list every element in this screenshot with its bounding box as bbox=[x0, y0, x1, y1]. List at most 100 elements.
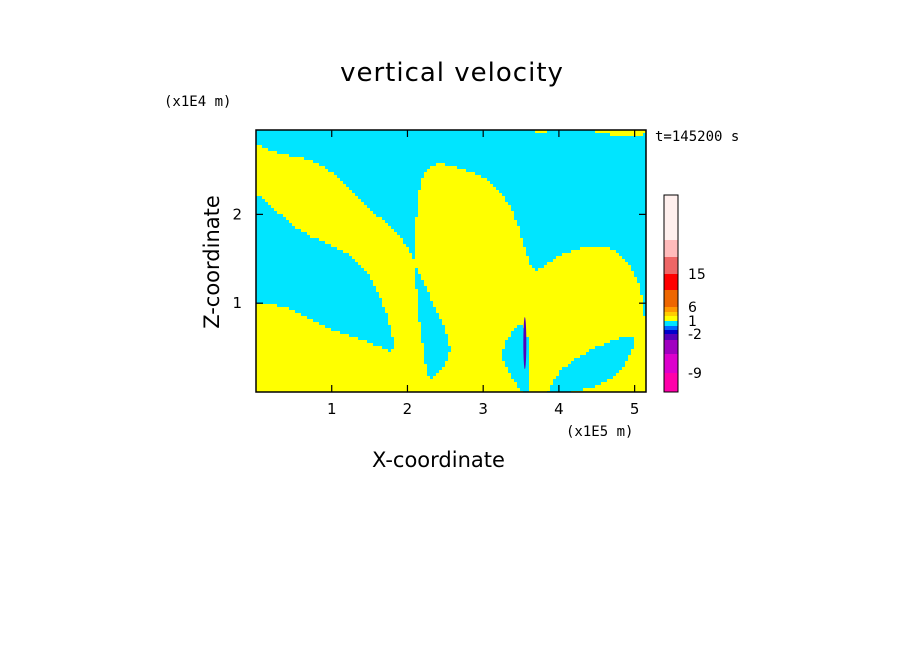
field-cell bbox=[427, 289, 640, 292]
field-cell bbox=[523, 325, 646, 328]
field-cell bbox=[427, 373, 436, 376]
field-cell bbox=[421, 334, 448, 337]
field-cell bbox=[517, 325, 523, 328]
field-cell bbox=[640, 292, 646, 295]
field-cell bbox=[508, 370, 529, 373]
field-cell bbox=[421, 322, 442, 325]
field-cell bbox=[529, 367, 562, 370]
field-cell bbox=[355, 259, 529, 262]
field-cell bbox=[256, 388, 520, 391]
field-cell bbox=[643, 304, 646, 307]
field-cell bbox=[256, 190, 352, 193]
field-cell bbox=[256, 271, 367, 274]
field-cell bbox=[256, 370, 427, 373]
field-cell bbox=[415, 286, 427, 289]
field-cell bbox=[382, 301, 418, 304]
field-cell bbox=[256, 205, 271, 208]
field-cell bbox=[544, 265, 631, 268]
colorbar-frame bbox=[663, 194, 679, 393]
field-cell bbox=[427, 169, 466, 172]
field-cell bbox=[475, 172, 646, 175]
field-cell bbox=[364, 268, 415, 271]
field-cell bbox=[349, 253, 412, 256]
field-cell bbox=[529, 355, 580, 358]
field-cell bbox=[430, 376, 433, 379]
field-cell bbox=[256, 322, 319, 325]
field-cell bbox=[379, 292, 418, 295]
field-cell bbox=[445, 163, 646, 166]
field-cell bbox=[256, 199, 265, 202]
field-cell bbox=[256, 178, 340, 181]
field-cell bbox=[436, 310, 643, 313]
field-cell bbox=[256, 298, 382, 301]
field-cell bbox=[418, 307, 436, 310]
chart-title: vertical velocity bbox=[340, 58, 564, 88]
field-cell bbox=[625, 361, 646, 364]
field-cell bbox=[643, 301, 646, 304]
field-cell bbox=[358, 196, 418, 199]
field-cell bbox=[256, 145, 262, 148]
field-cell bbox=[418, 295, 430, 298]
field-cell bbox=[619, 370, 646, 373]
field-cell bbox=[352, 190, 418, 193]
field-cell bbox=[424, 280, 637, 283]
field-cell bbox=[274, 208, 370, 211]
field-cell bbox=[256, 160, 313, 163]
field-cell bbox=[607, 379, 646, 382]
y-axis-label: Z-coordinate bbox=[200, 195, 224, 329]
field-cell bbox=[418, 298, 430, 301]
colorbar-label: 15 bbox=[688, 267, 706, 283]
field-cell bbox=[388, 319, 418, 322]
field-cell bbox=[529, 340, 610, 343]
field-cell bbox=[406, 244, 415, 247]
field-cell bbox=[436, 163, 445, 166]
colorbar-band bbox=[664, 373, 678, 392]
field-cell bbox=[409, 247, 415, 250]
field-cell bbox=[370, 208, 418, 211]
field-cell bbox=[256, 151, 277, 154]
field-cell bbox=[256, 379, 514, 382]
field-cell bbox=[529, 376, 556, 379]
field-cell bbox=[433, 376, 511, 379]
field-cell bbox=[256, 220, 289, 223]
field-cell bbox=[340, 178, 421, 181]
field-cell bbox=[256, 166, 325, 169]
field-cell bbox=[361, 265, 532, 268]
field-cell bbox=[619, 337, 634, 340]
field-cell bbox=[421, 184, 493, 187]
field-cell bbox=[631, 265, 646, 268]
field-cell bbox=[256, 373, 427, 376]
field-cell bbox=[256, 136, 646, 139]
field-cell bbox=[313, 319, 388, 322]
field-cell bbox=[415, 280, 424, 283]
field-cell bbox=[529, 379, 553, 382]
field-cell bbox=[529, 364, 568, 367]
field-cell bbox=[256, 202, 268, 205]
field-cell bbox=[391, 328, 421, 331]
field-cell bbox=[520, 235, 646, 238]
field-cell bbox=[256, 247, 337, 250]
field-cell bbox=[433, 304, 643, 307]
field-cell bbox=[256, 310, 295, 313]
field-cell bbox=[571, 250, 616, 253]
colorbar-band bbox=[664, 321, 678, 326]
field-cell bbox=[415, 250, 526, 253]
field-cell bbox=[391, 331, 421, 334]
field-cell bbox=[529, 370, 559, 373]
y-tick-label: 1 bbox=[232, 294, 242, 312]
field-cell bbox=[580, 247, 610, 250]
field-cell bbox=[571, 361, 625, 364]
field-cell bbox=[376, 286, 415, 289]
field-cell bbox=[502, 355, 529, 358]
field-cell bbox=[481, 175, 646, 178]
field-cell bbox=[415, 226, 520, 229]
field-cell bbox=[451, 349, 502, 352]
field-cell bbox=[256, 292, 379, 295]
field-cell bbox=[307, 232, 397, 235]
field-cell bbox=[634, 346, 646, 349]
velocity-field bbox=[256, 130, 646, 392]
field-cell bbox=[256, 148, 268, 151]
field-cell bbox=[562, 253, 619, 256]
field-cell bbox=[388, 322, 421, 325]
field-cell bbox=[256, 382, 517, 385]
